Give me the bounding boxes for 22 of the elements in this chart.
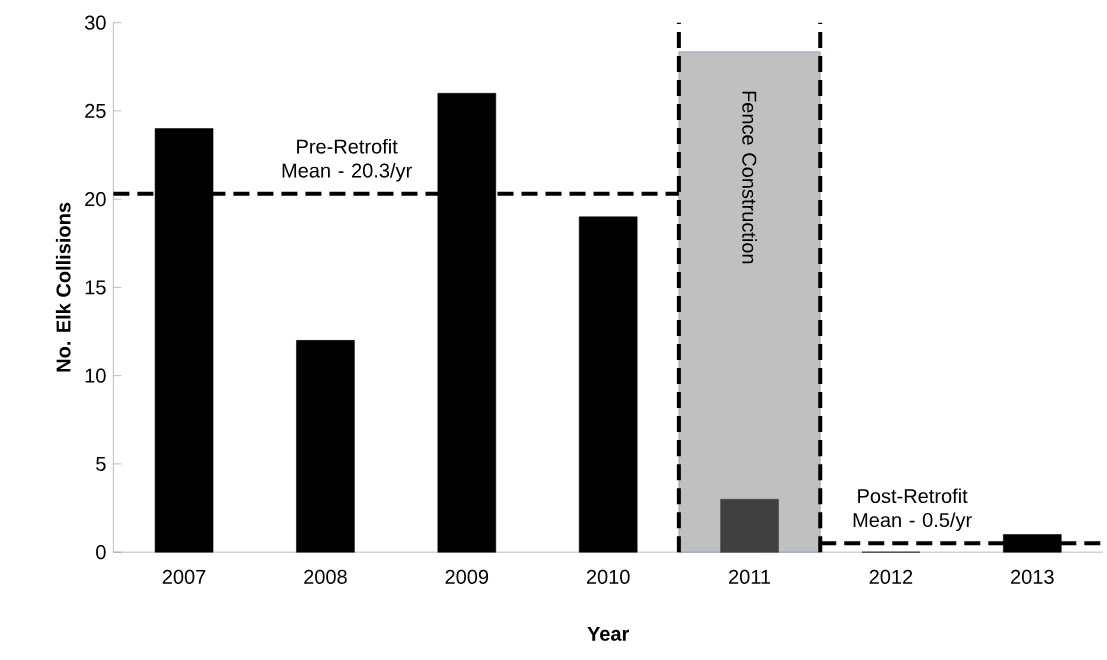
x-tick-label: 2012 — [869, 569, 913, 584]
y-tick-label: 5 — [96, 456, 106, 471]
bar — [578, 216, 638, 553]
bar — [296, 340, 355, 553]
x-tick-label: 2009 — [445, 569, 489, 584]
ref-line-label: Post-Retrofit Mean - 0.5/yr — [853, 488, 972, 531]
bar — [720, 498, 779, 553]
y-tick-label: 15 — [85, 280, 106, 295]
y-tick-label: 30 — [84, 15, 106, 30]
band-label: Fence Construction — [742, 91, 757, 264]
x-tick-label: 2007 — [162, 569, 206, 584]
y-tick-label: 25 — [85, 103, 106, 118]
x-tick-label: 2011 — [729, 569, 771, 584]
y-tick-label: 0 — [96, 544, 106, 560]
x-axis-title: Year — [587, 626, 630, 641]
x-tick-label: 2008 — [304, 569, 347, 584]
y-tick-label: 20 — [85, 192, 106, 207]
y-tick-label: 10 — [85, 368, 106, 383]
y-axis-title: No. Elk Collisions — [55, 202, 71, 372]
x-tick-label: 2010 — [586, 569, 630, 584]
x-tick-label: 2013 — [1011, 569, 1054, 584]
ref-line-label: Pre-Retrofit Mean - 20.3/yr — [282, 138, 412, 182]
